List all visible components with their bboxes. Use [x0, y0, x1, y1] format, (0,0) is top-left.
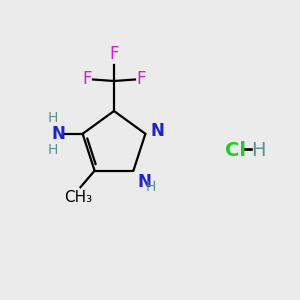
- Text: F: F: [109, 45, 119, 63]
- Text: H: H: [251, 140, 266, 160]
- Text: F: F: [136, 70, 146, 88]
- Text: H: H: [146, 180, 156, 194]
- Text: N: N: [52, 125, 66, 143]
- Text: Cl: Cl: [225, 140, 246, 160]
- Text: N: N: [151, 122, 165, 140]
- Text: CH₃: CH₃: [64, 190, 92, 205]
- Text: H: H: [48, 111, 58, 125]
- Text: H: H: [48, 143, 58, 157]
- Text: F: F: [82, 70, 92, 88]
- Text: N: N: [138, 173, 152, 191]
